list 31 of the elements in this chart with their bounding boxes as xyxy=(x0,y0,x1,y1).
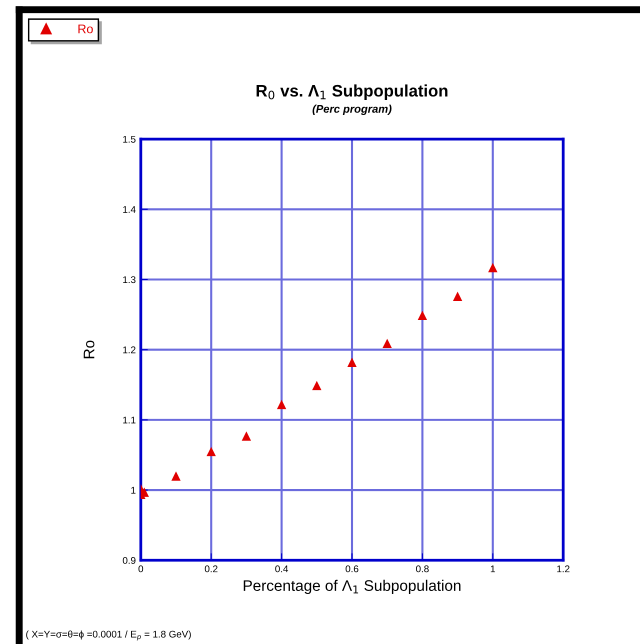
point xyxy=(418,310,428,320)
x-tick-label: 0.8 xyxy=(416,565,429,572)
y-tick-label: 1.1 xyxy=(123,416,136,424)
text: ( X=Y=σ=θ=ϕ =0.0001 / E$_{p}$ = 1.8 GeV) xyxy=(26,630,191,641)
x-tick-label: 0.4 xyxy=(275,565,288,572)
y-tick-label: 1.2 xyxy=(123,346,136,354)
x-tick-label: 1 xyxy=(490,566,496,572)
x-axis-title: Percentage of Λ$_{1}$ Subpopulation xyxy=(244,580,460,594)
point xyxy=(347,358,357,367)
point xyxy=(276,400,286,410)
x-tick-label: 0.2 xyxy=(204,565,218,572)
point xyxy=(140,488,149,497)
point xyxy=(206,446,216,456)
legend-label: Ro xyxy=(78,24,93,34)
point xyxy=(452,292,462,301)
point xyxy=(171,471,181,481)
chart-subtitle: (Perc program) xyxy=(312,104,392,116)
x-tick-label: 1.2 xyxy=(557,565,570,572)
point xyxy=(312,380,322,390)
point xyxy=(488,262,498,272)
point xyxy=(242,431,252,441)
y-tick-label: 1.4 xyxy=(123,206,136,213)
y-tick-label: 0.9 xyxy=(122,557,136,564)
y-tick-label: 1 xyxy=(131,486,136,494)
y-tick-label: 1.5 xyxy=(123,136,136,143)
x-tick-label: 0.6 xyxy=(346,565,358,572)
y-tick-label: 1.3 xyxy=(123,276,136,284)
x-tick-label: 0 xyxy=(138,565,144,572)
point xyxy=(382,338,392,348)
y-axis-title: Ro xyxy=(84,340,94,358)
chart-title: R$_{0}$ vs. Λ$_{1}$ Subpopulation xyxy=(256,84,448,100)
